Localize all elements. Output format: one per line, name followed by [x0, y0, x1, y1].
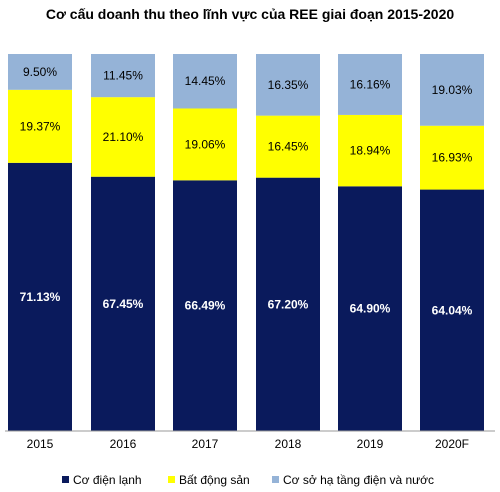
bar-segment-s2-c5 — [420, 54, 484, 126]
x-tick-labels: 2015 2016 2017 2018 2019 2020F — [27, 437, 469, 451]
bar-segment-s1-c1 — [91, 97, 155, 177]
bar-segment-s0-c3 — [256, 177, 320, 431]
data-label-s2-c0: 9.50% — [23, 65, 57, 79]
data-label-s1-c4: 18.94% — [350, 144, 391, 158]
bar-segment-s1-c0 — [8, 89, 72, 163]
chart-title: Cơ cấu doanh thu theo lĩnh vực của REE g… — [46, 6, 455, 22]
x-tick-label: 2015 — [27, 437, 54, 451]
x-tick-label: 2016 — [110, 437, 137, 451]
bar-segment-s0-c5 — [420, 189, 484, 431]
bar-segment-s1-c2 — [173, 108, 237, 181]
data-label-s1-c3: 16.45% — [268, 140, 309, 154]
data-label-s2-c4: 16.16% — [350, 77, 391, 91]
x-tick-label: 2019 — [357, 437, 384, 451]
bar-segment-s0-c1 — [91, 176, 155, 431]
bar-segment-s0-c2 — [173, 180, 237, 431]
legend-swatch-2 — [272, 476, 279, 483]
bar-segment-s2-c0 — [8, 54, 72, 90]
bar-segment-s1-c5 — [420, 125, 484, 190]
data-label-s1-c0: 19.37% — [20, 119, 61, 133]
bar-segment-s2-c4 — [338, 54, 402, 115]
legend-label-1: Bất động sản — [179, 473, 250, 487]
data-label-s0-c5: 64.04% — [432, 303, 473, 317]
bars-group: 71.13% 19.37% 9.50% 67.45% 21.10% 11.45% 66.49… — [8, 54, 484, 431]
data-label-s0-c2: 66.49% — [185, 299, 226, 313]
data-label-s1-c1: 21.10% — [103, 130, 144, 144]
legend-label-0: Cơ điện lạnh — [73, 473, 142, 487]
data-label-s2-c5: 19.03% — [432, 83, 473, 97]
bar-segment-s1-c4 — [338, 114, 402, 187]
legend-swatch-0 — [62, 476, 69, 483]
legend-label-2: Cơ sở hạ tầng điện và nước — [283, 473, 434, 487]
bar-segment-s0-c0 — [8, 162, 72, 431]
data-label-s0-c3: 67.20% — [268, 297, 309, 311]
legend: Cơ điện lạnh Bất động sản Cơ sở hạ tầng đi… — [62, 473, 434, 487]
bar-segment-s1-c3 — [256, 115, 320, 178]
data-label-s0-c0: 71.13% — [20, 290, 61, 304]
data-label-s2-c3: 16.35% — [268, 78, 309, 92]
bar-segment-s2-c1 — [91, 54, 155, 98]
data-label-s1-c5: 16.93% — [432, 151, 473, 165]
data-label-s0-c4: 64.90% — [350, 302, 391, 316]
x-tick-label: 2017 — [192, 437, 219, 451]
data-label-s2-c2: 14.45% — [185, 74, 226, 88]
bar-segment-s2-c2 — [173, 54, 237, 109]
x-tick-label: 2020F — [435, 437, 469, 451]
data-label-s0-c1: 67.45% — [103, 297, 144, 311]
bar-segment-s0-c4 — [338, 186, 402, 431]
x-tick-label: 2018 — [275, 437, 302, 451]
bar-segment-s2-c3 — [256, 54, 320, 116]
data-label-s2-c1: 11.45% — [103, 69, 143, 83]
data-label-s1-c2: 19.06% — [185, 137, 226, 151]
legend-swatch-1 — [168, 476, 175, 483]
